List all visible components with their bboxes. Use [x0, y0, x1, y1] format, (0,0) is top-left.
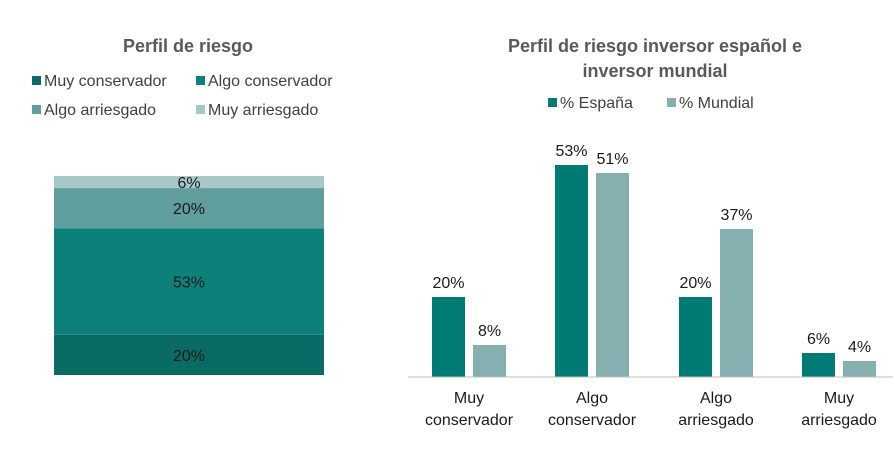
bar-1-4: [802, 353, 835, 377]
legend-label-2: Algo conservador: [208, 73, 333, 90]
grouped-chart: Perfil de riesgo inversor español e inve…: [408, 36, 893, 429]
bar-2-4: [843, 361, 876, 377]
legend-label-1: Muy conservador: [44, 73, 167, 90]
legend-swatch-4: [196, 105, 205, 114]
bar-2-2: [596, 173, 629, 377]
stacked-label-1: 20%: [173, 348, 205, 365]
category-label-2-2: conservador: [548, 412, 637, 429]
legend-swatch-2: [196, 76, 205, 85]
bar-2-1: [473, 345, 506, 377]
bar-2-3: [720, 229, 753, 377]
grouped-bars: 20% 8% 53% 51% 20% 37% 6% 4%: [432, 143, 876, 377]
category-label-4-2: arriesgado: [801, 412, 877, 429]
category-label-3-2: arriesgado: [678, 412, 754, 429]
stacked-label-3: 20%: [173, 201, 205, 218]
legend-swatch-1: [32, 76, 41, 85]
stacked-segment-1: [54, 334, 324, 375]
bar-label-1-2: 53%: [555, 143, 587, 160]
category-label-3-1: Algo: [700, 390, 732, 407]
legend-swatch-series-1: [548, 98, 557, 107]
legend-swatch-series-2: [667, 98, 676, 107]
stacked-chart-legend: Muy conservador Algo conservador Algo arri…: [32, 73, 333, 119]
bar-1-1: [432, 297, 465, 377]
legend-swatch-3: [32, 105, 41, 114]
legend-label-series-2: % Mundial: [679, 95, 754, 112]
stacked-chart: Perfil de riesgo Muy conservador Algo con…: [32, 36, 333, 375]
grouped-chart-title-line-2: inversor mundial: [582, 61, 727, 81]
stacked-label-4: 6%: [177, 175, 200, 192]
bar-label-2-1: 8%: [478, 323, 501, 340]
legend-label-3: Algo arriesgado: [44, 102, 156, 119]
legend-label-series-1: % España: [560, 95, 633, 112]
category-label-1-1: Muy: [454, 390, 484, 407]
stacked-bar: 20% 53% 20% 6%: [54, 175, 324, 375]
category-label-2-1: Algo: [576, 390, 608, 407]
stacked-label-2: 53%: [173, 275, 205, 292]
stacked-segment-4: [54, 176, 324, 189]
category-label-1-2: conservador: [425, 412, 514, 429]
grouped-chart-legend: % España % Mundial: [548, 95, 754, 112]
bar-label-2-4: 4%: [848, 339, 871, 356]
stacked-chart-title: Perfil de riesgo: [123, 36, 253, 56]
stacked-segment-2: [54, 228, 324, 335]
bar-label-2-2: 51%: [596, 151, 628, 168]
bar-label-1-3: 20%: [679, 275, 711, 292]
grouped-chart-categories: Muy conservador Algo conservador Algo arriesg…: [425, 390, 877, 429]
legend-label-4: Muy arriesgado: [208, 102, 318, 119]
bar-label-1-4: 6%: [807, 331, 830, 348]
grouped-chart-title-line-1: Perfil de riesgo inversor español e: [508, 36, 802, 56]
bar-1-3: [679, 297, 712, 377]
bar-1-2: [555, 165, 588, 377]
bar-label-1-1: 20%: [432, 275, 464, 292]
stacked-segment-3: [54, 188, 324, 229]
category-label-4-1: Muy: [824, 390, 854, 407]
bar-label-2-3: 37%: [720, 207, 752, 224]
